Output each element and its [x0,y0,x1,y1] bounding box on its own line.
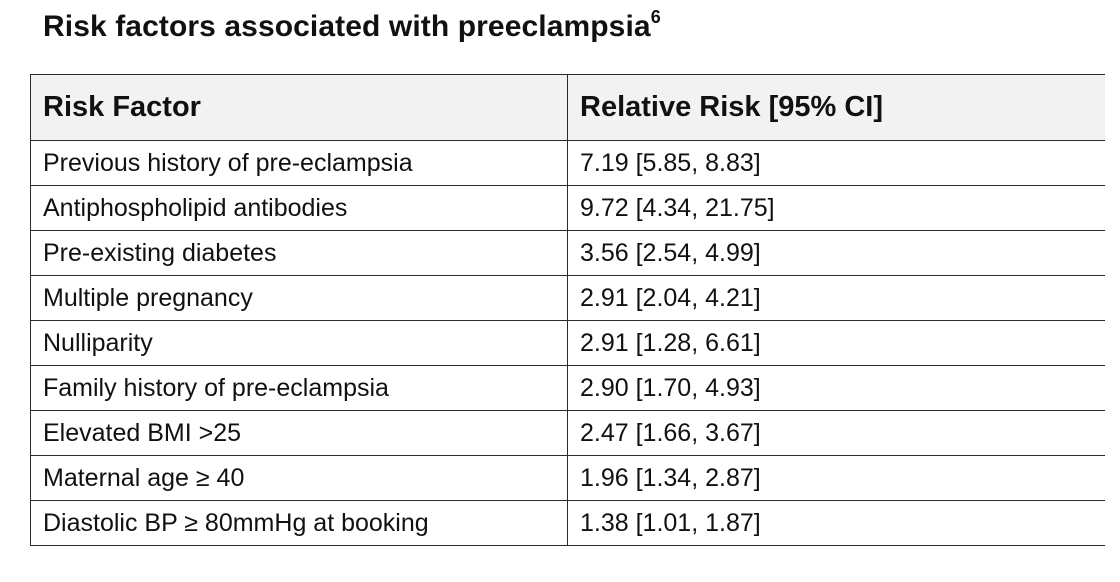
cell-risk-factor: Family history of pre-eclampsia [30,365,568,411]
table-row: Family history of pre-eclampsia 2.90 [1.… [30,365,1105,411]
cell-relative-risk: 2.47 [1.66, 3.67] [567,410,1105,456]
table-row: Nulliparity 2.91 [1.28, 6.61] [30,320,1105,366]
cell-risk-factor: Maternal age ≥ 40 [30,455,568,501]
table-row: Elevated BMI >25 2.47 [1.66, 3.67] [30,410,1105,456]
table-header-row: Risk Factor Relative Risk [95% CI] [30,74,1105,141]
table-row: Multiple pregnancy 2.91 [2.04, 4.21] [30,275,1105,321]
cell-relative-risk: 3.56 [2.54, 4.99] [567,230,1105,276]
cell-risk-factor: Previous history of pre-eclampsia [30,140,568,186]
table-title: Risk factors associated with preeclampsi… [43,7,661,44]
cell-risk-factor: Multiple pregnancy [30,275,568,321]
title-footnote-ref: 6 [650,7,661,27]
cell-relative-risk: 2.91 [2.04, 4.21] [567,275,1105,321]
cell-relative-risk: 1.38 [1.01, 1.87] [567,500,1105,546]
cell-relative-risk: 1.96 [1.34, 2.87] [567,455,1105,501]
cell-risk-factor: Antiphospholipid antibodies [30,185,568,231]
cell-risk-factor: Pre-existing diabetes [30,230,568,276]
table-row: Diastolic BP ≥ 80mmHg at booking 1.38 [1… [30,500,1105,546]
cell-risk-factor: Diastolic BP ≥ 80mmHg at booking [30,500,568,546]
cell-relative-risk: 2.90 [1.70, 4.93] [567,365,1105,411]
header-relative-risk: Relative Risk [95% CI] [567,74,1105,141]
cell-relative-risk: 7.19 [5.85, 8.83] [567,140,1105,186]
table-row: Antiphospholipid antibodies 9.72 [4.34, … [30,185,1105,231]
header-risk-factor: Risk Factor [30,74,568,141]
table-title-text: Risk factors associated with preeclampsi… [43,10,651,43]
cell-relative-risk: 2.91 [1.28, 6.61] [567,320,1105,366]
table-row: Pre-existing diabetes 3.56 [2.54, 4.99] [30,230,1105,276]
cell-relative-risk: 9.72 [4.34, 21.75] [567,185,1105,231]
cell-risk-factor: Nulliparity [30,320,568,366]
risk-factors-table: Risk Factor Relative Risk [95% CI] Previ… [30,74,1105,546]
table-row: Maternal age ≥ 40 1.96 [1.34, 2.87] [30,455,1105,501]
cell-risk-factor: Elevated BMI >25 [30,410,568,456]
table-row: Previous history of pre-eclampsia 7.19 [… [30,140,1105,186]
